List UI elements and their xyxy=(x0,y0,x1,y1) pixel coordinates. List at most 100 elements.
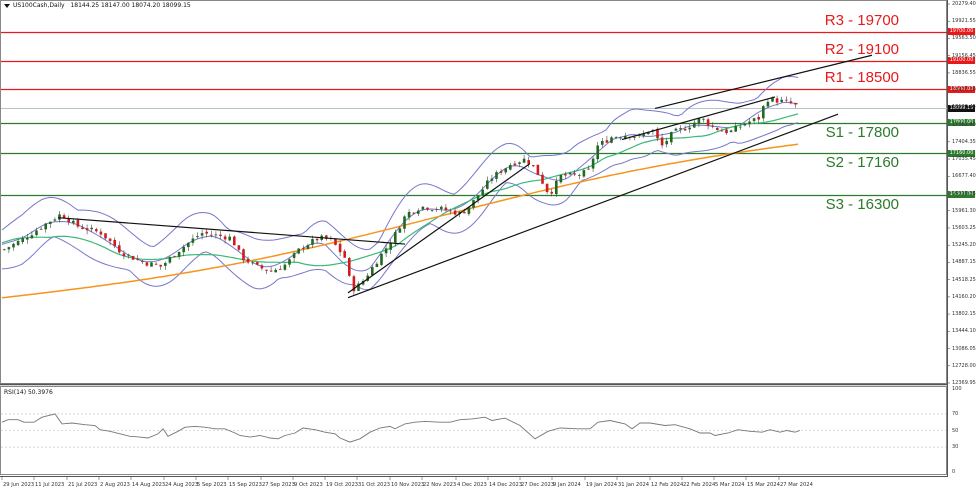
trendline-support-3 xyxy=(621,96,776,141)
price-axis-label: 12369.95 xyxy=(952,380,976,386)
candle-body xyxy=(578,175,581,176)
rsi-axis-label: 70 xyxy=(952,410,959,417)
candle-body xyxy=(85,228,89,231)
price-axis-label: 20279.40 xyxy=(952,1,976,7)
price-axis-label: 13444.10 xyxy=(952,328,976,335)
candle-body xyxy=(338,243,342,253)
time-axis-label: 15 Mar 2024 xyxy=(747,482,780,488)
candle-body xyxy=(191,238,195,243)
candle-body xyxy=(182,246,185,253)
candle-body xyxy=(53,219,57,221)
candle-body xyxy=(642,134,645,136)
candle-body xyxy=(444,207,448,211)
candle-body xyxy=(141,261,144,263)
candle-body xyxy=(605,140,609,143)
candle-body xyxy=(486,180,489,189)
price-axis-label: 19156.45 xyxy=(952,52,976,59)
price-axis-label: 14160.20 xyxy=(952,293,976,300)
price-axis-label: 18836.55 xyxy=(952,69,976,76)
candle-body xyxy=(223,236,227,240)
candle-body xyxy=(476,195,480,200)
level-price-tag-r1: 18500.00 xyxy=(948,85,975,93)
rsi-line xyxy=(1,413,801,443)
candle-body xyxy=(12,243,15,248)
time-axis-label: 27 Sep 2023 xyxy=(262,482,295,488)
candle-body xyxy=(780,99,783,102)
level-label-r3: R3 - 19700 xyxy=(824,11,899,29)
price-axis-label: 14518.25 xyxy=(952,276,976,283)
candle-body xyxy=(228,236,231,241)
candle-body xyxy=(122,253,126,257)
candle-body xyxy=(214,234,218,236)
candle-body xyxy=(743,124,747,126)
trendline-support-1 xyxy=(347,163,531,294)
time-axis-label: 9 Oct 2023 xyxy=(294,482,323,488)
candle-body xyxy=(67,218,70,223)
candle-body xyxy=(343,251,346,258)
candle-body xyxy=(481,189,484,196)
candle-body xyxy=(380,253,383,265)
candle-body xyxy=(127,254,130,256)
price-axis-label: 18478.50 xyxy=(952,87,976,94)
candle-body xyxy=(541,174,544,184)
candle-body xyxy=(656,128,659,139)
level-price-tag-r3: 19700.00 xyxy=(948,28,975,36)
candle-body xyxy=(527,160,530,164)
time-axis-label: 15 Sep 2023 xyxy=(229,482,262,488)
candle-body xyxy=(164,263,167,266)
candle-body xyxy=(555,180,558,195)
candle-body xyxy=(407,211,411,218)
candle-body xyxy=(90,227,93,230)
candle-body xyxy=(205,231,208,234)
candle-body xyxy=(785,99,788,101)
level-label-s2: S2 - 17160 xyxy=(825,154,899,172)
moving-average-orange xyxy=(1,143,799,299)
candle-body xyxy=(403,216,406,229)
candle-body xyxy=(421,206,425,210)
level-price-tag-s1: 17800.00 xyxy=(948,119,975,127)
candle-body xyxy=(154,263,158,265)
candle-body xyxy=(449,210,452,212)
time-axis-label: 22 Feb 2024 xyxy=(683,482,716,488)
candle-body xyxy=(371,267,374,276)
candle-body xyxy=(30,235,34,239)
candle-body xyxy=(739,126,742,128)
candle-body xyxy=(306,245,310,249)
candle-body xyxy=(297,248,300,254)
candle-body xyxy=(564,174,567,176)
time-axis-label: 21 Jul 2023 xyxy=(68,482,98,488)
bollinger-middle xyxy=(1,101,799,272)
candle-body xyxy=(550,191,553,194)
candle-body xyxy=(200,233,204,236)
candle-body xyxy=(136,258,139,260)
candle-body xyxy=(702,118,705,120)
candle-body xyxy=(242,249,245,261)
time-axis-label: 31 Jan 2024 xyxy=(618,482,650,488)
price-axis-label: 13086.05 xyxy=(952,345,976,352)
candle-body xyxy=(131,256,135,260)
candle-body xyxy=(499,171,503,173)
candle-body xyxy=(279,269,282,270)
trendline-channel-upper xyxy=(654,54,873,110)
candle-body xyxy=(269,270,273,272)
candle-body xyxy=(453,210,457,215)
level-price-tag-s3: 16300.00 xyxy=(948,191,975,199)
rsi-panel-frame xyxy=(0,386,947,475)
price-axis-label: 17762.40 xyxy=(952,121,976,128)
candle-body xyxy=(177,251,181,257)
bollinger-upper xyxy=(1,75,799,251)
rsi-indicator-label: RSI(14) 50.3976 xyxy=(4,389,53,396)
candle-body xyxy=(187,242,190,248)
candle-body xyxy=(352,276,356,292)
dropdown-triangle-icon[interactable] xyxy=(4,3,10,8)
candle-body xyxy=(62,215,66,219)
candle-body xyxy=(624,135,627,139)
candle-body xyxy=(35,230,38,236)
candle-body xyxy=(587,168,590,170)
candle-body xyxy=(426,207,429,210)
candle-body xyxy=(757,116,760,120)
candle-body xyxy=(104,233,107,239)
time-axis-label: 27 Dec 2023 xyxy=(521,482,555,488)
price-axis-label: 13802.15 xyxy=(952,311,976,318)
